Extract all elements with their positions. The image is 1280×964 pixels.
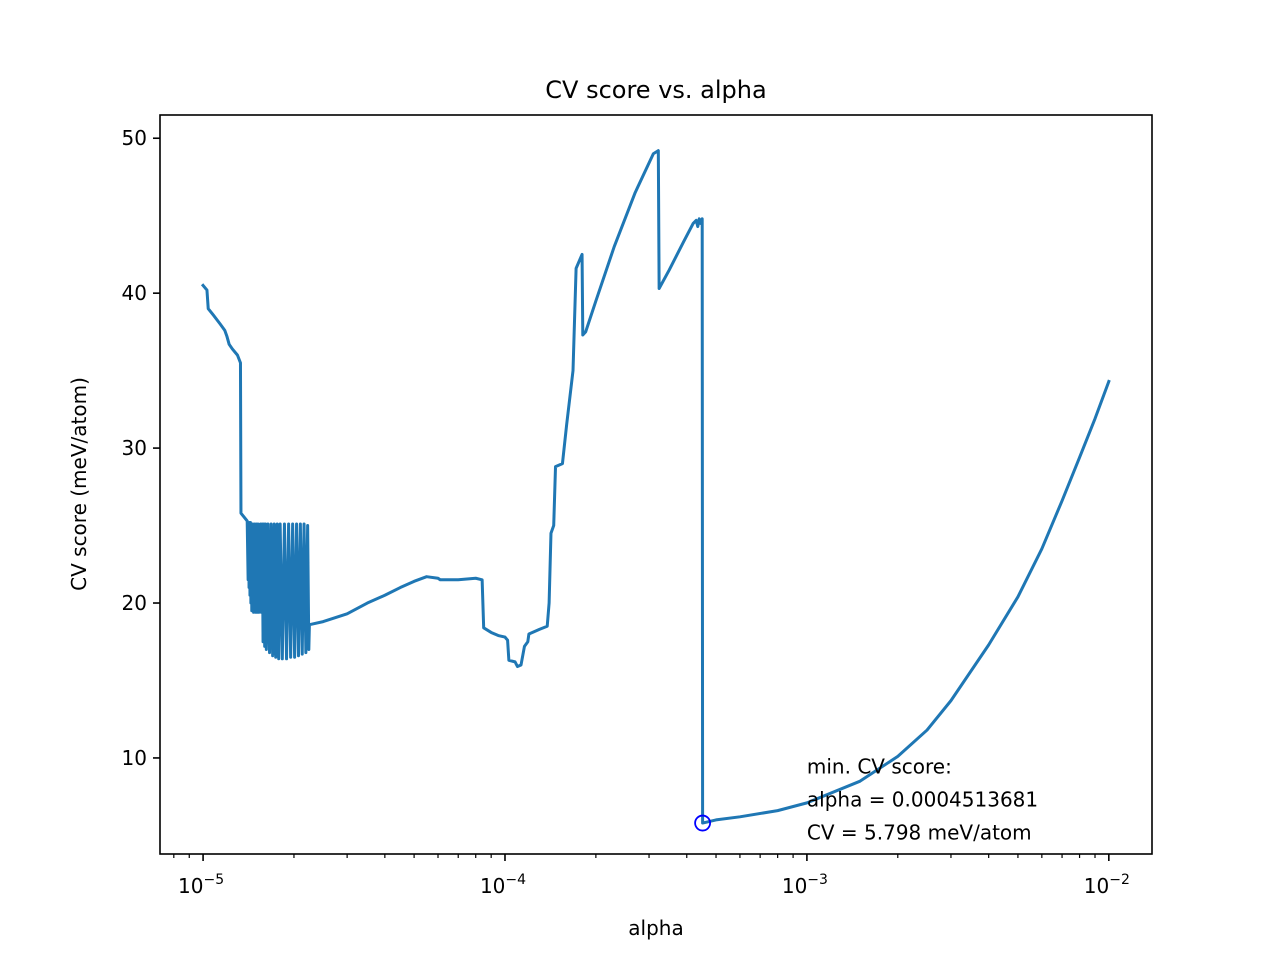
annotation-line: alpha = 0.0004513681 bbox=[807, 787, 1038, 811]
chart-title: CV score vs. alpha bbox=[545, 76, 766, 104]
y-tick-label: 10 bbox=[122, 746, 147, 770]
x-axis-label: alpha bbox=[628, 916, 683, 940]
y-tick-label: 40 bbox=[122, 281, 147, 305]
cv-score-line bbox=[200, 149, 1111, 825]
y-tick-label: 30 bbox=[122, 436, 147, 460]
x-axis: 10−5 10−4 10−3 10−2 bbox=[173, 854, 1130, 898]
annotation-line: min. CV score: bbox=[807, 754, 952, 778]
axes-frame bbox=[159, 114, 1153, 855]
x-tick-label: 10−4 bbox=[480, 872, 526, 898]
y-axis-label: CV score (meV/atom) bbox=[67, 377, 91, 591]
x-tick-label: 10−2 bbox=[1084, 872, 1130, 898]
min-cv-marker bbox=[694, 814, 711, 832]
annotation-line: CV = 5.798 meV/atom bbox=[807, 820, 1032, 844]
y-tick-label: 20 bbox=[122, 591, 147, 615]
y-tick-label: 50 bbox=[122, 126, 147, 150]
plot-area bbox=[200, 149, 1111, 832]
min-cv-annotation: min. CV score: alpha = 0.0004513681 CV = 5… bbox=[807, 754, 1038, 844]
x-tick-label: 10−5 bbox=[178, 872, 224, 898]
y-axis: 10 20 30 40 50 bbox=[122, 126, 160, 770]
x-tick-label: 10−3 bbox=[782, 872, 828, 898]
